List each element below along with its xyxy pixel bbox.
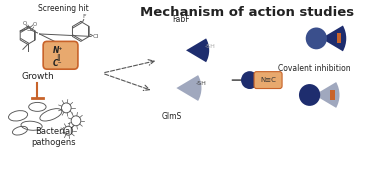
- Text: C⁻: C⁻: [53, 59, 62, 68]
- Text: N⁺: N⁺: [53, 46, 63, 55]
- FancyBboxPatch shape: [43, 41, 78, 69]
- Text: O: O: [23, 20, 27, 25]
- Wedge shape: [177, 75, 201, 101]
- Text: Mechanism of action studies: Mechanism of action studies: [140, 6, 354, 19]
- Text: Growth: Growth: [22, 72, 55, 81]
- Text: Covalent inhibition: Covalent inhibition: [278, 64, 351, 73]
- Text: F: F: [82, 14, 85, 18]
- Bar: [337, 33, 341, 43]
- Text: S: S: [27, 26, 31, 32]
- FancyBboxPatch shape: [254, 72, 282, 89]
- Bar: [330, 90, 335, 100]
- Circle shape: [299, 84, 320, 106]
- Text: O: O: [33, 22, 37, 27]
- Text: N≡C: N≡C: [260, 77, 276, 83]
- Circle shape: [306, 27, 327, 49]
- Text: -SH: -SH: [204, 44, 215, 49]
- Wedge shape: [186, 38, 209, 62]
- Text: -SH: -SH: [196, 81, 206, 86]
- Circle shape: [241, 71, 259, 89]
- Wedge shape: [314, 82, 339, 108]
- Text: Cl: Cl: [92, 34, 99, 39]
- Text: FabF: FabF: [172, 14, 190, 24]
- Text: Screening hit: Screening hit: [38, 4, 89, 13]
- Text: Bacterial
pathogens: Bacterial pathogens: [31, 127, 76, 147]
- Wedge shape: [321, 25, 346, 51]
- Text: GlmS: GlmS: [161, 112, 182, 121]
- Text: ‖: ‖: [56, 54, 59, 61]
